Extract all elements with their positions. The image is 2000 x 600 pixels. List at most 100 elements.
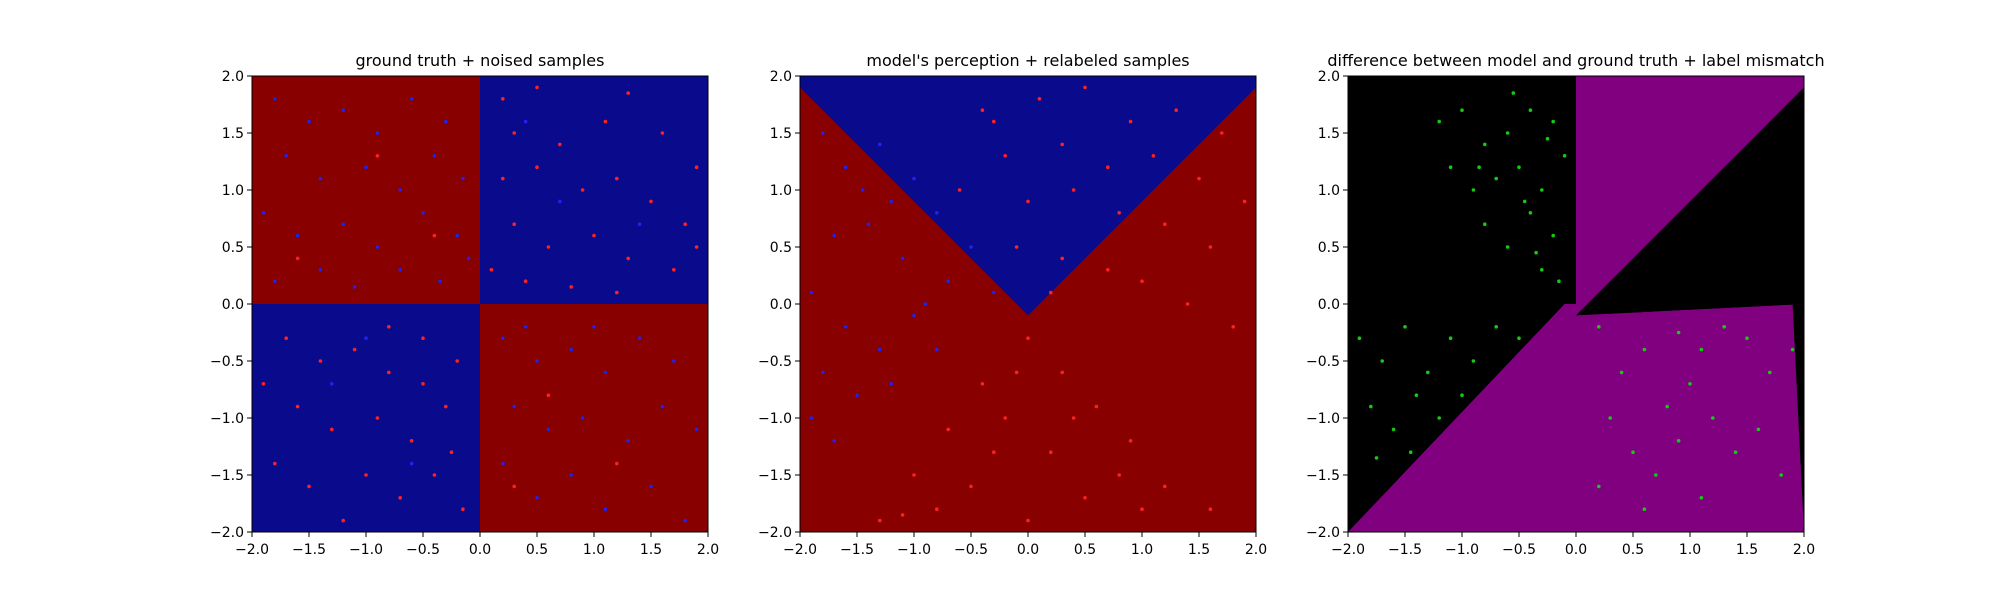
scatter-point [295,404,300,409]
x-tick-label: 1.0 [1679,542,1701,558]
scatter-point [1242,199,1247,204]
region-top-left [252,76,480,304]
scatter-point [1483,222,1487,226]
scatter-point [1522,199,1527,204]
y-tick-label: 0.5 [770,240,792,256]
scatter-point [1517,336,1521,341]
scatter-point [1037,97,1042,101]
y-tick-label: 1.5 [770,126,792,142]
scatter-point [1106,268,1110,272]
scatter-point [935,211,939,215]
x-tick-label: −1.5 [1388,542,1422,558]
y-tick-label: 2.0 [770,69,792,85]
scatter-point [1631,450,1635,455]
scatter-point [444,404,448,409]
scatter-point [341,108,346,112]
scatter-point [694,427,699,432]
y-tick-label: 0.0 [222,297,244,313]
panel-ground-truth: −2.0 −1.5 −1.0 −0.5 0.0 0.5 1.0 1.5 2.0 −2.0 −1.5… [210,51,719,558]
scatter-point [295,256,300,261]
x-tick-label: 0.0 [1565,542,1587,558]
scatter-point [364,165,368,169]
scatter-point [409,461,414,466]
scatter-point [432,473,437,477]
x-tick-label: −1.0 [349,542,383,558]
scatter-point [980,108,985,112]
scatter-point [523,119,528,124]
scatter-point [615,176,619,181]
scatter-point [1676,439,1681,443]
scatter-point [683,518,687,523]
scatter-point [1545,136,1550,141]
x-tick-label: −0.5 [406,542,440,558]
plot-area [252,76,708,532]
x-tick-label: −2.0 [235,542,269,558]
scatter-point [1597,484,1601,489]
scatter-point [889,382,893,386]
scatter-point [946,427,950,432]
x-tick-label: 0.5 [1074,542,1096,558]
scatter-point [261,382,266,386]
y-tick-label: 0.0 [1318,297,1340,313]
y-tick-label: 1.5 [222,126,244,142]
scatter-point [1357,336,1362,341]
x-tick-label: −0.5 [954,542,988,558]
scatter-point [438,279,442,284]
scatter-point [832,439,836,443]
scatter-point [1140,279,1144,284]
x-tick-label: −1.5 [292,542,326,558]
scatter-point [969,484,973,489]
x-tick-label: −1.0 [897,542,931,558]
y-tick-label: 2.0 [222,69,244,85]
y-tick-label: 1.0 [770,183,792,199]
scatter-point [284,154,289,158]
scatter-point [421,382,425,386]
scatter-point [341,222,346,226]
scatter-point [1699,347,1704,352]
scatter-point [969,245,973,249]
scatter-point [1208,245,1213,249]
scatter-point [489,268,494,272]
y-tick-label: −1.5 [1306,468,1340,484]
panel-model-perception: −2.0 −1.5 −1.0 −0.5 0.0 0.5 1.0 1.5 2.0 −2.0 −1.5… [758,51,1267,558]
scatter-point [1654,473,1658,477]
scatter-point [1003,154,1007,158]
scatter-point [1460,393,1464,398]
scatter-point [1197,176,1201,181]
scatter-point [580,188,585,192]
x-axis: −2.0 −1.5 −1.0 −0.5 0.0 0.5 1.0 1.5 2.0 [783,532,1267,558]
scatter-point [1562,154,1567,158]
scatter-point [637,222,642,226]
scatter-point [535,85,539,90]
x-tick-label: 2.0 [697,542,719,558]
y-axis: −2.0 −1.5 −1.0 −0.5 0.0 0.5 1.0 1.5 2.0 [1306,69,1348,541]
scatter-point [1003,416,1007,420]
scatter-point [626,439,630,443]
y-tick-label: 0.5 [1318,240,1340,256]
scatter-point [1426,370,1430,375]
scatter-point [1128,439,1133,443]
scatter-point [935,507,939,512]
scatter-point [1437,416,1441,420]
scatter-point [1060,142,1064,147]
scatter-point [1060,370,1064,375]
scatter-point [992,119,996,124]
scatter-point [1049,450,1053,455]
scatter-point [946,279,950,284]
scatter-point [295,233,300,238]
region-top-right [480,76,708,304]
scatter-point [284,336,289,341]
scatter-point [1517,165,1521,169]
scatter-point [546,245,551,249]
scatter-point [1540,188,1544,192]
scatter-point [923,302,928,306]
scatter-point [957,188,962,192]
panel-difference: −2.0 −1.5 −1.0 −0.5 0.0 0.5 1.0 1.5 2.0 −2.0 −1.5… [1306,51,1825,558]
scatter-point [398,188,403,192]
scatter-point [1403,325,1407,329]
x-tick-label: 2.0 [1245,542,1267,558]
scatter-point [1071,416,1076,420]
scatter-point [1163,484,1167,489]
scatter-point [935,347,939,352]
scatter-point [1014,245,1019,249]
